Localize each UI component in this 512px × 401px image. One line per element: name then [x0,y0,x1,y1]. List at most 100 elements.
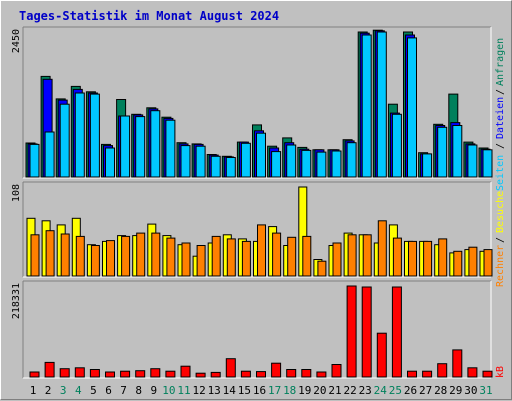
legend-dateien: Dateien [495,97,506,139]
bar-seiten-day-29 [452,125,463,178]
day-label-19: 19 [298,384,311,397]
bar-seiten-day-13 [210,155,221,178]
legend-separator: / [495,143,506,149]
bar-rechner-day-21 [332,242,342,277]
bar-rechner-day-14 [226,238,236,277]
bar-seiten-day-5 [89,93,100,178]
bar-kb-day-31 [482,370,493,378]
bar-rechner-day-26 [408,240,417,277]
y-max-label: 218331 [11,283,22,319]
bar-rechner-day-7 [121,235,131,277]
bar-seiten-day-11 [180,145,191,178]
panel-background [23,281,491,378]
bar-rechner-day-17 [272,232,282,277]
day-label-15: 15 [238,384,251,397]
bar-kb-day-2 [44,361,55,378]
day-label-4: 4 [75,384,82,397]
bar-seiten-day-27 [422,153,433,178]
bar-kb-day-3 [59,368,70,378]
bar-rechner-day-27 [423,240,433,277]
bar-kb-day-12 [195,372,206,378]
day-label-31: 31 [479,384,492,397]
day-label-29: 29 [449,384,462,397]
bar-rechner-day-29 [453,250,463,277]
day-label-18: 18 [283,384,296,397]
bar-rechner-day-6 [106,240,115,277]
bar-seiten-day-19 [301,149,312,178]
bar-kb-day-17 [271,362,282,378]
bar-seiten-day-23 [361,34,372,178]
day-label-10: 10 [162,384,175,397]
bar-seiten-day-31 [482,149,493,178]
bar-kb-day-15 [240,370,251,378]
legend-besuche: Besuche [495,191,506,233]
bar-rechner-day-28 [438,238,448,277]
bar-seiten-day-15 [240,142,251,178]
day-label-6: 6 [105,384,112,397]
bar-rechner-day-20 [317,260,327,277]
day-label-9: 9 [150,384,157,397]
bar-seiten-day-1 [29,143,40,178]
day-label-27: 27 [419,384,432,397]
day-label-30: 30 [464,384,477,397]
day-label-28: 28 [434,384,447,397]
day-label-13: 13 [208,384,221,397]
day-label-25: 25 [389,384,402,397]
day-label-3: 3 [60,384,67,397]
day-label-2: 2 [45,384,52,397]
bar-seiten-day-28 [437,126,448,178]
bar-kb-day-22 [346,285,357,378]
legend-seiten: Seiten [495,155,506,191]
chart-title: Tages-Statistik im Monat August 2024 [19,9,279,23]
day-label-17: 17 [268,384,281,397]
day-label-23: 23 [359,384,372,397]
bar-kb-day-6 [105,371,115,378]
bar-seiten-day-10 [165,119,176,178]
traffic-panel: 218331 [11,280,493,379]
day-label-12: 12 [192,384,205,397]
bar-seiten-day-20 [316,151,327,178]
legend-kb: kB [495,366,506,378]
bar-kb-day-28 [437,363,448,378]
bar-kb-day-14 [225,358,236,378]
bar-kb-day-30 [467,367,478,378]
chart-panels: 2450 108 218331 [11,26,493,379]
bar-seiten-day-18 [286,144,297,178]
day-label-1: 1 [30,384,37,397]
bar-seiten-day-21 [331,150,342,178]
bar-seiten-day-2 [44,131,55,178]
bar-kb-day-27 [422,370,433,378]
bar-rechner-day-31 [483,249,493,277]
bar-rechner-day-3 [60,233,70,277]
bar-rechner-day-18 [287,236,297,277]
bar-kb-day-18 [286,369,297,378]
day-labels: 1 2 3 4 5 6 7 8 9 10 11 12 13 14 15 16 17 18 19 20 21 22 23 24 2… [30,384,493,397]
legend-mid: Besuche / Rechner [495,191,506,287]
bar-rechner-day-13 [211,235,221,277]
bar-rechner-day-19 [302,235,312,277]
bar-kb-day-19 [301,369,312,378]
bar-seiten-day-3 [59,103,70,178]
day-label-16: 16 [253,384,266,397]
day-label-26: 26 [404,384,417,397]
bar-kb-day-13 [210,371,221,378]
bar-seiten-day-8 [135,116,146,178]
bar-kb-day-4 [74,367,85,378]
legend-anfragen: Anfragen [495,38,506,86]
bar-rechner-day-30 [468,246,478,277]
bar-rechner-day-22 [347,234,357,277]
bar-kb-day-25 [391,286,402,378]
legend-separator: / [495,89,506,95]
bar-seiten-day-25 [391,113,402,178]
bar-kb-day-1 [29,371,40,378]
bar-kb-day-9 [150,368,161,378]
bar-kb-day-26 [407,370,417,378]
day-label-24: 24 [374,384,388,397]
day-label-21: 21 [328,384,341,397]
legend-rechner: Rechner [495,245,506,287]
day-label-11: 11 [177,384,190,397]
bar-kb-day-8 [135,370,146,378]
day-label-5: 5 [90,384,97,397]
bar-seiten-day-30 [467,144,478,178]
